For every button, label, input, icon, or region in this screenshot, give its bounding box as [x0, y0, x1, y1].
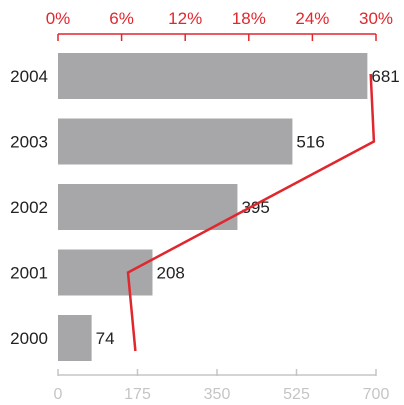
value-label: 681	[371, 67, 399, 86]
bottom-value-axis: 0 175 350 525 700	[54, 369, 390, 403]
bar-2001	[58, 249, 153, 296]
category-label: 2003	[10, 133, 48, 152]
top-percent-axis: 0% 6% 12% 18% 24% 30%	[46, 9, 393, 41]
bottom-tick-label: 525	[283, 386, 310, 403]
bar-2003	[58, 118, 293, 165]
bar-series	[58, 53, 368, 361]
value-label: 516	[296, 133, 324, 152]
value-labels: 681 516 395 208 74	[96, 67, 400, 348]
top-tick-label: 18%	[232, 9, 266, 28]
top-tick-label: 6%	[109, 9, 134, 28]
bar-2000	[58, 315, 92, 361]
top-tick-label: 0%	[46, 9, 71, 28]
bottom-tick-label: 350	[204, 386, 231, 403]
category-label: 2004	[10, 67, 48, 86]
percent-line-series	[126, 73, 376, 352]
category-labels: 2004 2003 2002 2001 2000	[10, 67, 48, 348]
bar-2002	[58, 184, 238, 230]
value-label: 208	[156, 264, 184, 283]
bar-2004	[58, 53, 368, 99]
category-label: 2000	[10, 329, 48, 348]
top-tick-label: 12%	[168, 9, 202, 28]
value-label: 74	[96, 329, 115, 348]
category-label: 2002	[10, 198, 48, 217]
bottom-tick-label: 0	[54, 386, 63, 403]
bottom-tick-label: 175	[124, 386, 151, 403]
value-label: 395	[241, 198, 269, 217]
bottom-tick-label: 700	[363, 386, 390, 403]
category-label: 2001	[10, 264, 48, 283]
top-tick-label: 30%	[359, 9, 393, 28]
top-tick-label: 24%	[295, 9, 329, 28]
